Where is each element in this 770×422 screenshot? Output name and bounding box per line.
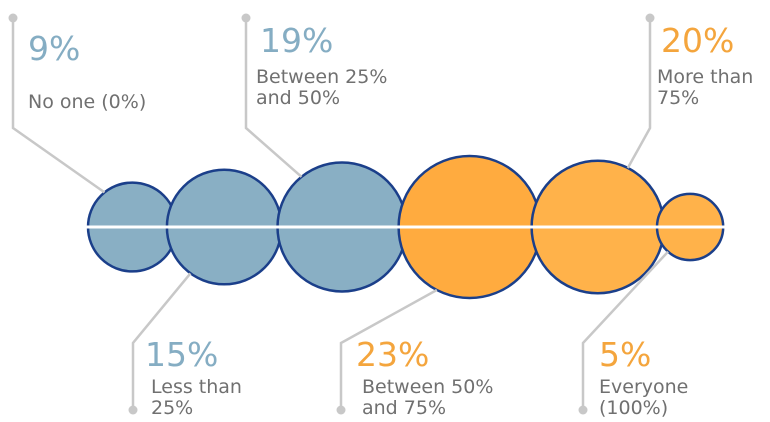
leader-line-6 [581,250,669,410]
leader-dot-1 [8,13,18,23]
leader-line-5 [626,18,652,169]
leader-line-2 [131,272,192,410]
value-label-3: 19% [260,21,333,60]
labels-group: 9% No one (0%) 15%Less than 25% 19% Between 2… [28,21,753,419]
leader-line-4 [339,288,438,410]
value-label-5: 20% [661,21,734,60]
leader-dot-6 [578,405,588,415]
leader-dot-4 [336,405,346,415]
leader-dot-3 [241,13,251,23]
value-label-4: 23% [356,335,429,374]
category-label-2: Less than 25% [151,376,242,419]
category-label-5: More than 75% [657,66,753,109]
category-label-1: No one (0%) [28,91,146,113]
category-label-6: Everyone (100%) [599,376,688,419]
value-label-1: 9% [28,29,80,68]
category-label-3: Between 25% and 50% [256,66,387,109]
category-label-4: Between 50% and 75% [362,376,493,419]
value-label-2: 15% [145,335,218,374]
leader-dot-5 [645,13,655,23]
leader-line-1 [11,18,106,194]
leader-lines-group [8,13,669,415]
leader-line-3 [244,18,303,178]
value-label-6: 5% [599,335,651,374]
leader-dot-2 [128,405,138,415]
